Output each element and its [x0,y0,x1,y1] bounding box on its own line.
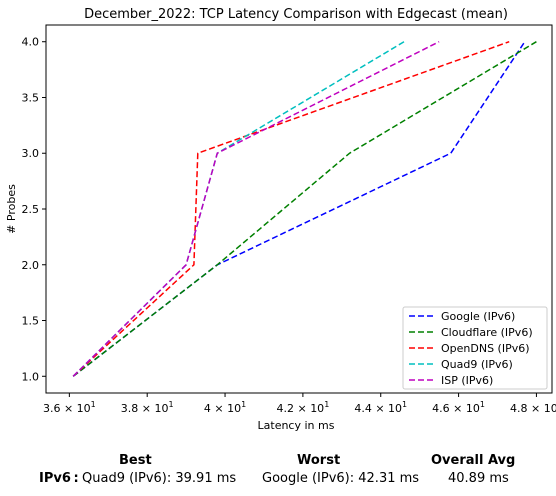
y-tick-label: 3.5 [22,91,40,104]
legend: Google (IPv6) Cloudflare (IPv6) OpenDNS (I… [402,306,548,390]
legend-label: Cloudflare (IPv6) [441,326,533,339]
series-line-opendns-ipv6 [72,40,510,377]
legend-label: ISP (IPv6) [441,374,493,387]
best-header: Best [119,453,152,468]
y-tick-label: 1.0 [22,370,40,383]
x-tick-label: 4.8 × 101 [510,400,556,415]
best-value: Quad9 (IPv6): 39.91 ms [82,471,237,486]
y-tick-label: 2.0 [22,259,40,272]
series-line-cloudflare-ipv6 [72,41,537,377]
y-tick-label: 2.5 [22,203,40,216]
y-tick-label: 3.0 [22,147,40,160]
legend-label: Google (IPv6) [441,310,515,323]
x-tick-label: 4.2 × 101 [276,400,329,415]
x-tick-label: 3.8 × 101 [121,400,174,415]
worst-header: Worst [297,453,341,468]
x-tick-label: 4.6 × 101 [432,400,485,415]
y-axis-label: # Probes [5,184,18,234]
overall-avg-value: 40.89 ms [448,471,509,486]
x-axis: 3.6 × 101 3.8 × 101 4 × 101 4.2 × 101 4.4 × … [43,393,556,415]
ipv6-row-label: IPv6 : [39,471,79,486]
x-axis-label: Latency in ms [258,419,335,432]
summary-stats: Best Worst Overall Avg IPv6 : Quad9 (IPv… [0,448,556,496]
latency-chart: December_2022: TCP Latency Comparison wi… [5,7,556,432]
chart-title: December_2022: TCP Latency Comparison wi… [84,7,508,22]
series-line-isp-ipv6 [72,41,440,377]
overall-avg-header: Overall Avg [431,453,516,468]
y-axis: 1.0 1.5 2.0 2.5 3.0 3.5 4.0 [22,36,46,383]
series-lines [72,40,537,377]
series-line-quad9-ipv6 [72,41,405,377]
legend-frame [402,306,548,390]
y-tick-label: 1.5 [22,315,40,328]
x-tick-label: 4 × 101 [204,400,246,415]
legend-label: Quad9 (IPv6) [441,358,513,371]
x-tick-label: 4.4 × 101 [354,400,407,415]
y-tick-label: 4.0 [22,36,40,49]
legend-label: OpenDNS (IPv6) [441,342,530,355]
worst-value: Google (IPv6): 42.31 ms [262,471,420,486]
x-tick-label: 3.6 × 101 [43,400,96,415]
